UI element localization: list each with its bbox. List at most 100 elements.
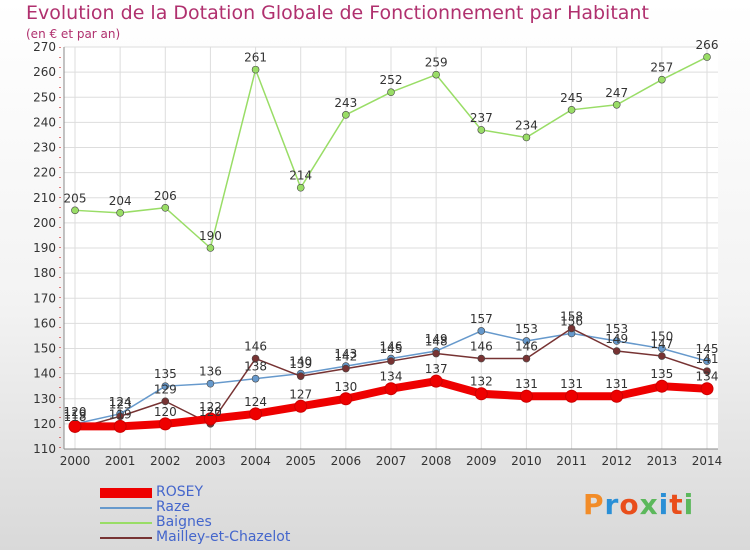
y-tick-label: 120 [33,417,56,431]
legend-label-raze: Raze [156,499,190,515]
data-label: 149 [605,332,628,346]
x-tick-label: 2014 [692,454,723,468]
data-label: 142 [334,350,357,364]
x-tick-label: 2005 [285,454,316,468]
legend-item: Raze [100,500,290,515]
data-point [477,354,486,363]
logo-letter: o [619,488,640,521]
data-point [161,397,170,406]
data-label: 120 [64,405,87,419]
legend-label-baignes: Baignes [156,514,212,530]
data-point [655,379,669,393]
y-tick-label: 270 [33,40,56,54]
data-point [249,407,263,421]
y-tick-label: 150 [33,342,56,356]
x-tick-label: 2008 [421,454,452,468]
data-point [567,324,576,333]
chart-legend: ROSEY Raze Baignes Mailley-et-Chazelot [100,485,290,545]
x-tick-label: 2000 [60,454,91,468]
data-label: 119 [64,407,87,421]
data-point [477,126,486,134]
data-label: 234 [515,118,538,132]
data-label: 138 [244,360,267,374]
legend-swatch [100,487,152,498]
x-tick-label: 2012 [601,454,632,468]
data-label: 140 [289,355,312,369]
chart-title: Evolution de la Dotation Globale de Fonc… [26,2,649,24]
data-label: 266 [696,38,719,52]
legend-swatch [100,536,152,539]
data-label: 143 [334,347,357,361]
x-tick-label: 2007 [376,454,407,468]
y-tick-label: 200 [33,216,56,230]
data-label: 214 [289,169,312,183]
x-tick-label: 2011 [556,454,587,468]
y-tick-label: 210 [33,191,56,205]
data-label: 127 [289,387,312,401]
data-label: 134 [380,370,403,384]
y-tick-label: 220 [33,166,56,180]
data-label: 206 [154,189,177,203]
legend-item: Baignes [100,515,290,530]
data-label: 124 [244,395,267,409]
data-label: 150 [650,330,673,344]
data-point [251,65,260,74]
data-point [700,382,714,396]
x-tick-label: 2003 [195,454,226,468]
data-label: 137 [425,362,448,376]
data-point [432,70,440,79]
data-point [251,354,260,363]
y-tick-label: 240 [33,115,56,129]
data-label: 243 [334,96,357,110]
data-label: 252 [380,73,403,87]
data-point [610,389,624,403]
data-label: 131 [515,377,538,391]
data-point [296,183,305,192]
data-label: 149 [425,332,448,346]
data-point [703,367,711,375]
legend-item: Mailley-et-Chazelot [100,530,290,545]
data-point [522,133,531,142]
logo-letter: x [639,488,659,521]
y-tick-label: 140 [33,367,56,381]
data-point [342,111,350,119]
data-point [612,337,621,345]
data-point [71,206,79,215]
x-tick-label: 2009 [466,454,497,468]
data-point [474,387,488,401]
x-tick-label: 2004 [240,454,271,468]
y-tick-label: 170 [33,291,56,305]
data-label: 245 [560,91,583,105]
data-label: 139 [289,357,312,371]
data-label: 205 [64,191,87,205]
legend-label-mailley: Mailley-et-Chazelot [156,529,291,545]
data-label: 145 [380,342,403,356]
data-point [203,412,217,426]
data-label: 131 [560,377,583,391]
data-point [68,419,82,433]
legend-swatch [100,521,152,524]
data-point [251,374,260,383]
data-label: 130 [334,380,357,394]
data-label: 123 [109,397,132,411]
data-point [387,357,395,365]
data-label: 148 [425,335,448,349]
logo-letter: r [604,488,620,521]
data-label: 118 [64,410,87,424]
data-label: 156 [560,314,583,328]
x-tick-label: 2010 [511,454,542,468]
data-label: 157 [470,312,493,326]
data-label: 122 [199,400,222,414]
logo-letter: t [669,488,684,521]
data-point [522,354,531,363]
data-label: 120 [199,405,222,419]
data-point [206,379,215,388]
x-tick-label: 2006 [331,454,362,468]
y-tick-label: 180 [33,266,56,280]
x-tick-label: 2013 [647,454,678,468]
data-label: 141 [696,352,719,366]
data-label: 135 [154,367,177,381]
data-label: 146 [515,340,538,354]
data-label: 190 [199,229,222,243]
data-label: 131 [605,377,628,391]
